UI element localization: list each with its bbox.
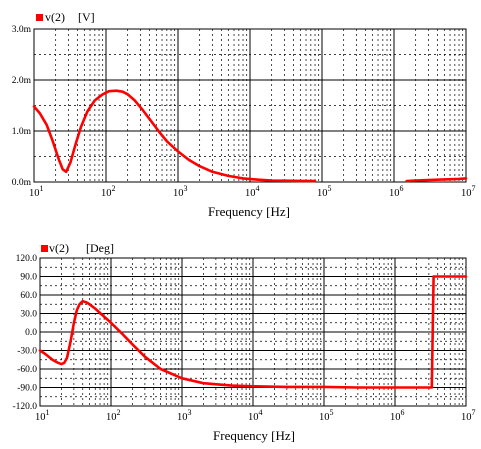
phase-y-tick-label: 120.0	[16, 254, 38, 264]
phase-series-line	[38, 275, 468, 389]
magnitude-y-tick-label: 0.0m	[12, 178, 32, 188]
phase-x-tick-label: 105	[319, 408, 334, 423]
phase-y-tick-label: 60.0	[20, 291, 37, 301]
magnitude-x-tick-label: 105	[317, 184, 332, 199]
magnitude-legend-swatch	[36, 14, 43, 21]
phase-x-tick-label: 101	[35, 408, 50, 423]
phase-legend-unit: [Deg]	[86, 241, 114, 255]
magnitude-x-tick-label: 102	[101, 184, 116, 199]
phase-x-tick-label: 102	[106, 408, 121, 423]
phase-x-axis-label: Frequency [Hz]	[213, 428, 295, 443]
magnitude-legend-label: v(2)	[45, 10, 65, 24]
phase-legend-label: v(2)	[49, 241, 69, 255]
magnitude-y-tick-label: 2.0m	[12, 76, 32, 86]
phase-x-tick-label: 103	[177, 408, 192, 423]
magnitude-x-tick-label: 103	[173, 184, 188, 199]
phase-y-tick-label: 0.0	[25, 328, 37, 338]
phase-y-tick-label: -30.0	[17, 347, 37, 357]
magnitude-x-tick-label: 107	[461, 184, 476, 199]
phase-x-tick-label: 106	[390, 408, 405, 423]
magnitude-series-line	[32, 89, 317, 183]
magnitude-x-axis-label: Frequency [Hz]	[208, 204, 290, 219]
magnitude-legend-unit: [V]	[78, 10, 95, 24]
phase-y-tick-label: 30.0	[20, 310, 37, 320]
phase-y-tick-label: -120.0	[12, 402, 37, 412]
phase-legend-swatch	[41, 245, 48, 252]
phase-chart: -120.0 -90.0 -60.0 -30.0 0.0 30.0 60.0 90.0 120.…	[12, 254, 475, 423]
magnitude-y-tick-label: 1.0m	[12, 127, 32, 137]
magnitude-x-tick-label: 104	[245, 184, 260, 199]
phase-y-tick-label: -60.0	[17, 365, 37, 375]
magnitude-chart: 0.0m 1.0m 2.0m 3.0m 101 102 103 104 105 106 107	[12, 25, 476, 199]
phase-x-tick-label: 107	[461, 408, 476, 423]
magnitude-series-line	[405, 177, 468, 183]
phase-y-tick-label: -90.0	[17, 384, 37, 394]
magnitude-y-tick-label: 3.0m	[12, 25, 32, 35]
magnitude-x-tick-label: 106	[389, 184, 404, 199]
phase-y-tick-label: 90.0	[20, 273, 37, 283]
magnitude-x-tick-label: 101	[29, 184, 44, 199]
phase-x-tick-label: 104	[248, 408, 263, 423]
